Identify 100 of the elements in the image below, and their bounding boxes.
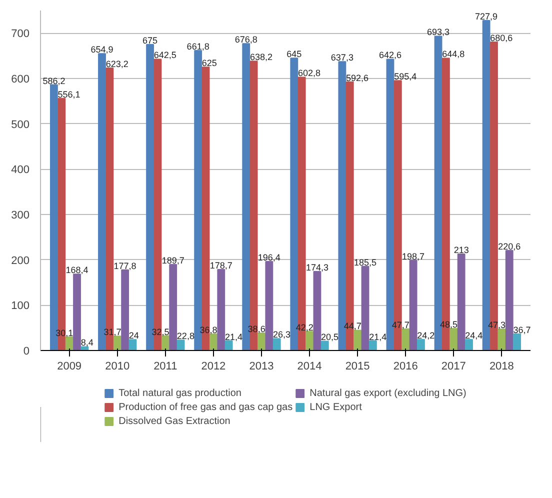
bar <box>224 340 233 350</box>
data-label: 8,4 <box>80 338 94 348</box>
bar <box>505 250 514 350</box>
data-label: 592,6 <box>346 72 369 83</box>
data-label: 644,8 <box>442 49 465 60</box>
data-label: 642,6 <box>378 50 402 60</box>
data-label: 44,7 <box>344 321 362 332</box>
bar <box>368 340 377 350</box>
data-label: 586,2 <box>42 76 66 86</box>
data-label: 178,7 <box>210 260 232 270</box>
data-label: 642,5 <box>154 50 176 60</box>
data-label: 189,7 <box>162 256 184 266</box>
bar <box>450 328 458 350</box>
data-label: 661,8 <box>186 41 210 52</box>
data-label: 42,2 <box>296 322 314 332</box>
data-label: 21,4 <box>369 332 387 342</box>
y-tick-label: 700 <box>11 28 30 40</box>
bar <box>457 253 466 350</box>
x-tick-label: 2010 <box>105 360 130 372</box>
bar <box>169 264 178 350</box>
data-label: 48,5 <box>440 320 458 330</box>
data-label: 47,7 <box>392 320 410 330</box>
x-tick-label: 2013 <box>249 360 274 372</box>
y-tick-label: 200 <box>11 254 30 267</box>
data-label: 602,8 <box>298 68 321 78</box>
bar <box>80 346 89 350</box>
data-label: 30,1 <box>56 328 74 338</box>
data-label: 168,4 <box>66 265 88 276</box>
bar <box>146 44 154 350</box>
data-label: 24,2 <box>417 330 435 341</box>
bar <box>73 274 81 350</box>
bar <box>98 53 106 350</box>
bar <box>272 338 281 350</box>
data-label: 676,8 <box>234 34 258 45</box>
data-label: 196,4 <box>258 252 280 262</box>
data-label: 24,4 <box>465 330 483 340</box>
y-tick-label: 300 <box>11 210 30 222</box>
x-tick-label: 2014 <box>297 360 322 372</box>
bar <box>417 339 425 350</box>
data-label: 693,3 <box>427 27 450 38</box>
x-tick-label: 2011 <box>154 360 178 372</box>
bar <box>209 333 218 350</box>
y-tick-label: 100 <box>11 300 30 312</box>
data-label: 185,5 <box>354 257 377 268</box>
data-label: 675 <box>142 36 158 46</box>
data-label: 654,9 <box>90 44 114 55</box>
bar <box>361 266 370 350</box>
legend-label: Natural gas export (excluding LNG) <box>310 387 466 399</box>
data-label: 174,3 <box>306 262 328 272</box>
legend-label: Production of free gas and gas cap gas <box>118 401 293 413</box>
bar <box>265 260 274 350</box>
data-label: 637,3 <box>330 52 354 63</box>
data-label: 213 <box>454 244 469 255</box>
bar <box>121 269 130 350</box>
data-label: 680,6 <box>490 32 513 43</box>
bar <box>465 338 473 350</box>
bar <box>258 332 266 350</box>
data-label: 645 <box>286 49 302 60</box>
data-label: 20,5 <box>321 332 339 342</box>
legend-label: Total natural gas production <box>118 387 242 399</box>
y-tick-label: 600 <box>11 74 30 86</box>
data-label: 31,7 <box>104 327 122 338</box>
data-label: 638,2 <box>250 52 272 62</box>
data-label: 36,7 <box>513 324 531 335</box>
data-label: 198,7 <box>402 251 425 262</box>
x-tick-label: 2017 <box>441 360 466 372</box>
bar <box>498 328 506 350</box>
data-label: 47,3 <box>488 320 506 330</box>
bar <box>313 270 322 350</box>
y-tick-label: 400 <box>11 164 30 176</box>
bar <box>354 330 362 350</box>
bar <box>113 336 122 350</box>
data-label: 625 <box>202 58 217 68</box>
x-tick-label: 2009 <box>57 360 82 372</box>
bar <box>306 330 314 350</box>
data-label: 177,8 <box>114 260 136 271</box>
data-label: 623,2 <box>106 58 128 69</box>
bar <box>217 268 226 350</box>
data-label: 32,5 <box>152 326 170 337</box>
data-label: 26,3 <box>273 330 291 340</box>
x-tick-label: 2015 <box>345 360 370 372</box>
data-label: 38,6 <box>248 324 266 334</box>
bar <box>50 84 58 350</box>
y-tick-label: 0 <box>23 346 30 358</box>
data-label: 556,1 <box>58 89 80 100</box>
y-tick-label: 500 <box>11 118 30 131</box>
bar <box>320 340 329 350</box>
bar <box>402 328 410 350</box>
bar <box>128 339 137 350</box>
data-label: 220,6 <box>498 241 521 252</box>
data-label: 24 <box>128 330 139 341</box>
x-tick-label: 2018 <box>489 360 514 372</box>
x-tick-label: 2012 <box>201 360 226 372</box>
bar <box>513 333 522 350</box>
bar <box>409 260 418 350</box>
data-label: 36,8 <box>200 324 218 335</box>
data-label: 595,4 <box>394 72 417 82</box>
data-label: 727,9 <box>475 12 498 22</box>
legend-label: LNG Export <box>310 401 362 413</box>
legend-label: Dissolved Gas Extraction <box>118 415 230 427</box>
